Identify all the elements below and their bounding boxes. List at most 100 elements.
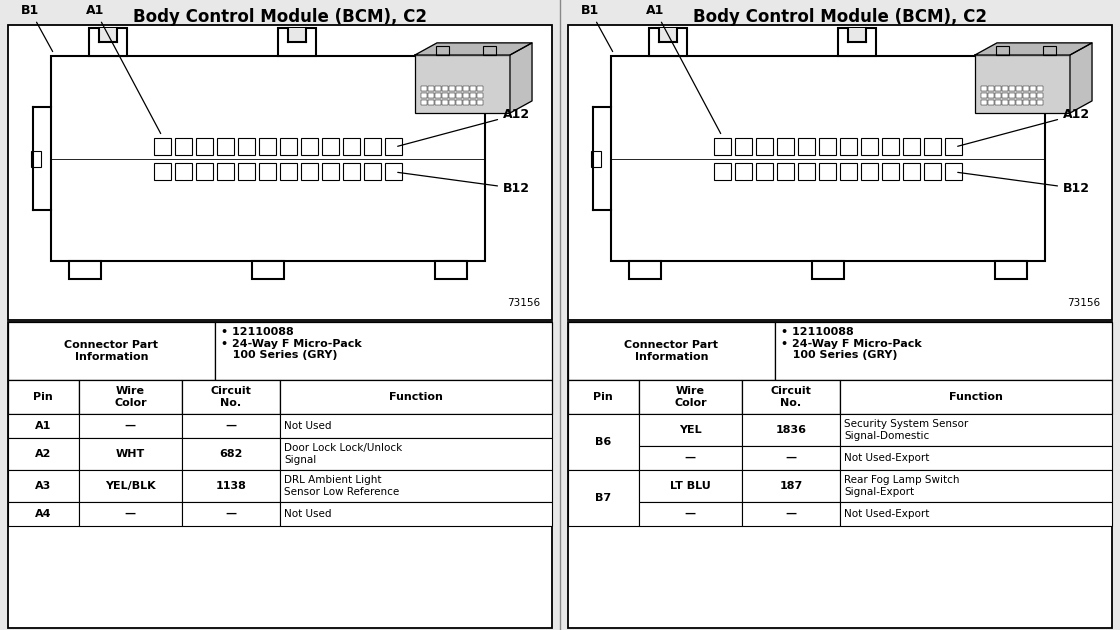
- Bar: [280, 438, 552, 470]
- Bar: [477, 100, 483, 105]
- Bar: [288, 28, 306, 42]
- Bar: [648, 28, 687, 56]
- Bar: [456, 100, 461, 105]
- Bar: [428, 86, 433, 91]
- Bar: [484, 46, 496, 55]
- Bar: [259, 138, 276, 155]
- Text: Connector Part
Information: Connector Part Information: [64, 340, 158, 362]
- Bar: [99, 28, 116, 42]
- Text: Rear Fog Lamp Switch
Signal-Export: Rear Fog Lamp Switch Signal-Export: [844, 475, 960, 497]
- Text: Not Used-Export: Not Used-Export: [844, 509, 930, 519]
- Bar: [924, 163, 941, 180]
- Bar: [568, 414, 638, 470]
- Bar: [421, 93, 427, 98]
- Bar: [638, 446, 743, 470]
- Text: B12: B12: [398, 173, 530, 195]
- Text: WHT: WHT: [115, 449, 144, 459]
- Text: YEL: YEL: [679, 425, 702, 435]
- Text: 1836: 1836: [775, 425, 806, 435]
- Text: A12: A12: [958, 108, 1090, 146]
- Bar: [1044, 46, 1056, 55]
- Bar: [470, 100, 476, 105]
- Bar: [470, 86, 476, 91]
- Text: Body Control Module (BCM), C2: Body Control Module (BCM), C2: [693, 8, 987, 26]
- Bar: [259, 163, 276, 180]
- Text: 187: 187: [780, 481, 803, 491]
- Bar: [743, 414, 840, 446]
- Bar: [1009, 93, 1015, 98]
- Bar: [78, 470, 183, 502]
- Bar: [840, 138, 857, 155]
- Text: LT BLU: LT BLU: [670, 481, 711, 491]
- Text: —: —: [684, 453, 696, 463]
- Bar: [183, 380, 280, 414]
- Text: —: —: [225, 421, 236, 431]
- Text: A1: A1: [35, 421, 52, 431]
- Bar: [442, 100, 448, 105]
- Polygon shape: [416, 43, 532, 55]
- Bar: [743, 502, 840, 526]
- Bar: [777, 138, 794, 155]
- Bar: [840, 414, 1112, 446]
- Bar: [456, 86, 461, 91]
- Bar: [78, 414, 183, 438]
- Bar: [428, 100, 433, 105]
- Bar: [8, 414, 78, 438]
- Bar: [819, 163, 836, 180]
- Bar: [449, 100, 455, 105]
- Bar: [848, 28, 866, 42]
- Bar: [924, 138, 941, 155]
- Bar: [1016, 100, 1021, 105]
- Bar: [8, 470, 78, 502]
- Bar: [183, 438, 280, 470]
- Bar: [988, 93, 993, 98]
- Bar: [416, 55, 510, 113]
- Bar: [280, 380, 552, 414]
- Text: A1: A1: [646, 4, 720, 134]
- Bar: [568, 322, 775, 380]
- Bar: [1002, 100, 1008, 105]
- Polygon shape: [1070, 43, 1092, 113]
- Bar: [183, 414, 280, 438]
- Bar: [812, 261, 844, 279]
- Bar: [743, 470, 840, 502]
- Bar: [183, 470, 280, 502]
- Text: B1: B1: [581, 4, 613, 52]
- Bar: [743, 380, 840, 414]
- Bar: [215, 322, 552, 380]
- Text: A1: A1: [86, 4, 160, 134]
- Bar: [217, 138, 234, 155]
- Text: Wire
Color: Wire Color: [114, 386, 147, 408]
- Bar: [775, 322, 1112, 380]
- Text: A3: A3: [35, 481, 52, 491]
- Bar: [568, 322, 1112, 628]
- Bar: [903, 163, 920, 180]
- Polygon shape: [976, 43, 1092, 55]
- Bar: [883, 163, 899, 180]
- Bar: [945, 163, 962, 180]
- Bar: [343, 138, 360, 155]
- Text: Pin: Pin: [34, 392, 54, 402]
- Bar: [988, 86, 993, 91]
- Bar: [385, 163, 402, 180]
- Bar: [735, 163, 752, 180]
- Bar: [78, 380, 183, 414]
- Bar: [436, 46, 449, 55]
- Bar: [1002, 86, 1008, 91]
- Bar: [1030, 93, 1036, 98]
- Text: Not Used: Not Used: [284, 509, 332, 519]
- Bar: [456, 93, 461, 98]
- Bar: [840, 380, 1112, 414]
- Bar: [301, 138, 318, 155]
- Text: Function: Function: [949, 392, 1002, 402]
- Bar: [715, 163, 731, 180]
- Bar: [463, 86, 468, 91]
- Bar: [659, 28, 676, 42]
- Bar: [183, 502, 280, 526]
- Bar: [797, 163, 815, 180]
- Bar: [435, 86, 440, 91]
- Bar: [280, 414, 552, 438]
- Bar: [995, 86, 1000, 91]
- Bar: [1023, 86, 1028, 91]
- Bar: [995, 261, 1027, 279]
